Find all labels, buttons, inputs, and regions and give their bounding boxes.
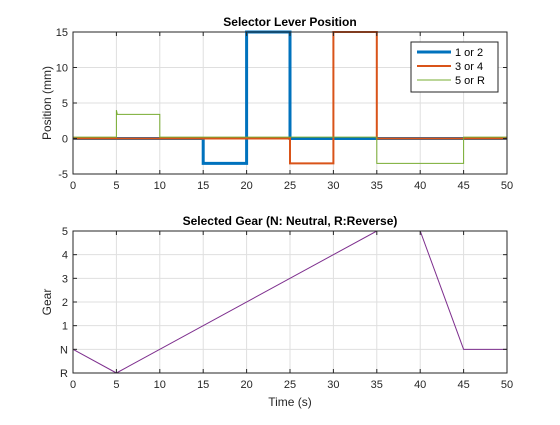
series-line-5-or-r xyxy=(73,109,507,164)
y-tick-label: N xyxy=(60,344,68,356)
x-tick-label: 25 xyxy=(284,379,296,391)
x-tick-label: 0 xyxy=(70,180,76,192)
chart-title: Selector Lever Position xyxy=(223,15,356,29)
x-tick-label: 15 xyxy=(197,180,209,192)
x-tick-label: 10 xyxy=(154,379,166,391)
x-tick-label: 50 xyxy=(501,180,513,192)
x-tick-label: 5 xyxy=(113,379,119,391)
y-axis-label: Gear xyxy=(40,289,54,316)
x-tick-label: 10 xyxy=(154,180,166,192)
y-tick-label: 3 xyxy=(62,273,68,285)
chart-title: Selected Gear (N: Neutral, R:Reverse) xyxy=(183,214,398,228)
x-tick-label: 25 xyxy=(284,180,296,192)
y-tick-label: 10 xyxy=(56,63,68,75)
y-tick-label: R xyxy=(60,368,68,380)
y-tick-label: -5 xyxy=(58,169,68,181)
series-line-3-or-4 xyxy=(73,31,507,165)
x-tick-label: 30 xyxy=(327,379,339,391)
y-tick-label: 15 xyxy=(56,27,68,39)
legend-label: 3 or 4 xyxy=(455,61,483,73)
y-tick-label: 2 xyxy=(62,297,68,309)
series-group xyxy=(73,30,507,165)
x-tick-label: 20 xyxy=(240,379,252,391)
x-tick-label: 5 xyxy=(113,180,119,192)
x-tick-label: 20 xyxy=(240,180,252,192)
x-tick-label: 35 xyxy=(371,379,383,391)
x-axis-label: Time (s) xyxy=(268,395,312,409)
x-tick-label: 30 xyxy=(327,180,339,192)
legend-label: 5 or R xyxy=(455,75,485,87)
legend: 1 or 2 3 or 4 5 or R xyxy=(410,41,499,93)
x-tick-label: 15 xyxy=(197,379,209,391)
series-line-1-or-2 xyxy=(73,30,507,165)
y-tick-label: 0 xyxy=(62,134,68,146)
y-tick-label: 5 xyxy=(62,226,68,238)
x-tick-label: 0 xyxy=(70,379,76,391)
x-tick-label: 40 xyxy=(414,379,426,391)
x-tick-label: 40 xyxy=(414,180,426,192)
x-tick-label: 45 xyxy=(457,379,469,391)
x-tick-label: 35 xyxy=(371,180,383,192)
x-tick-label: 45 xyxy=(457,180,469,192)
y-tick-label: 5 xyxy=(62,98,68,110)
y-tick-label: 4 xyxy=(62,250,68,262)
legend-label: 1 or 2 xyxy=(455,47,483,59)
x-tick-label: 50 xyxy=(501,379,513,391)
y-axis-label: Position (mm) xyxy=(40,66,54,140)
y-tick-label: 1 xyxy=(62,321,68,333)
